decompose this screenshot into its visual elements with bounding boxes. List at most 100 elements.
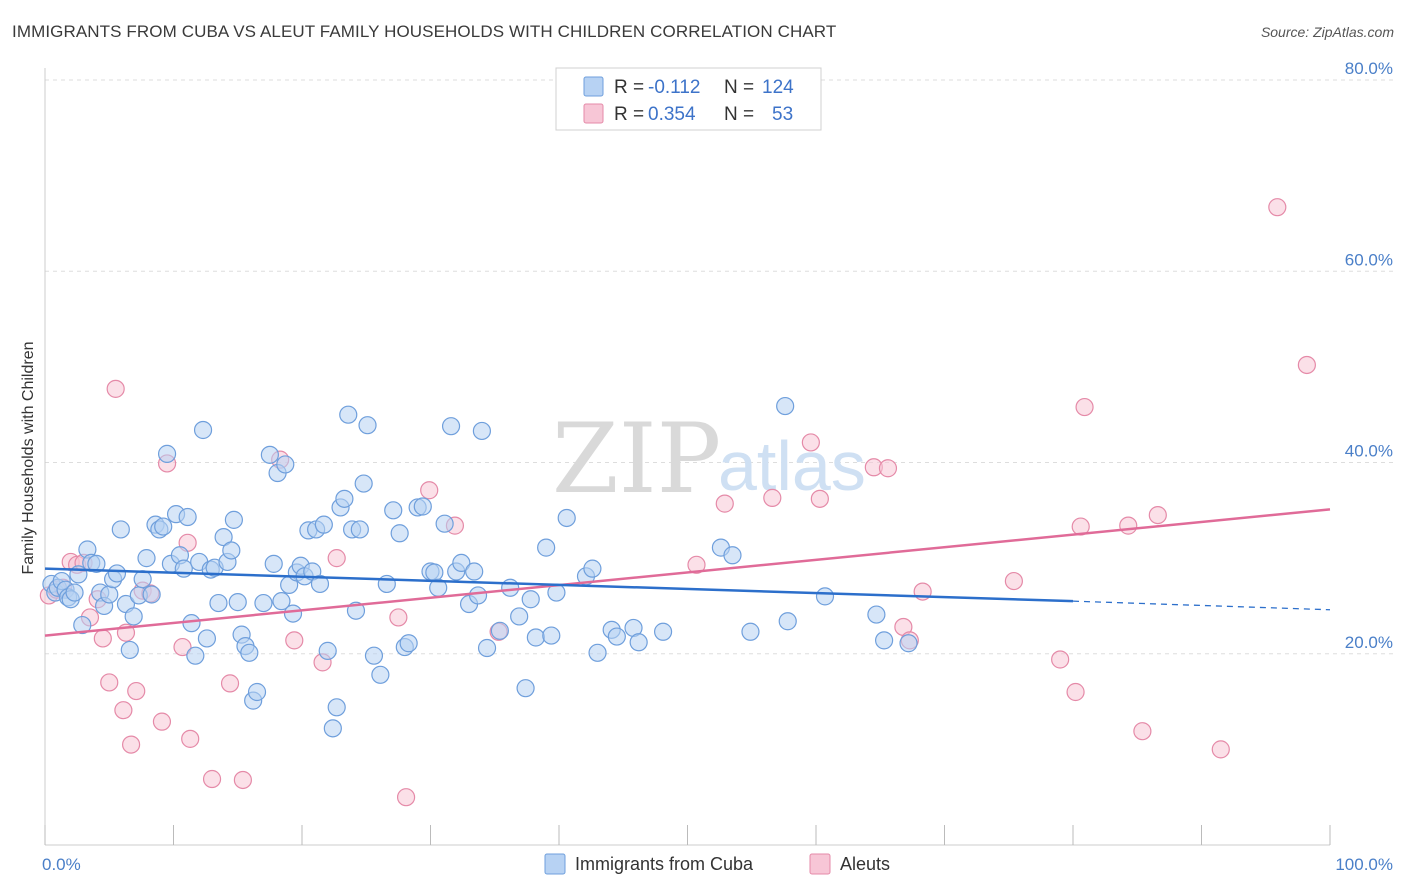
cuba-point xyxy=(390,524,409,543)
cuba-point xyxy=(516,679,535,698)
cuba-point xyxy=(588,643,607,662)
aleuts-point xyxy=(810,489,829,508)
cuba-point xyxy=(272,592,291,611)
aleuts-point xyxy=(420,481,439,500)
cuba-point xyxy=(354,474,373,493)
cuba-point xyxy=(310,574,330,594)
cuba-point xyxy=(214,527,233,547)
cuba-point xyxy=(542,626,561,645)
aleuts-point xyxy=(1051,650,1070,669)
legend-r-label-2: R = xyxy=(614,104,644,125)
aleuts-point xyxy=(173,637,192,657)
watermark-atlas: atlas xyxy=(718,427,866,505)
cuba-point xyxy=(526,628,545,647)
source-label: Source: ZipAtlas.com xyxy=(1260,24,1394,40)
cuba-point xyxy=(358,416,377,435)
x-tick-labels: 0.0% 100.0% xyxy=(42,855,1393,874)
cuba-point xyxy=(157,444,177,463)
cuba-point xyxy=(228,593,247,612)
cuba-point xyxy=(510,607,529,626)
cuba-point xyxy=(193,420,213,440)
aleuts-point xyxy=(233,770,252,790)
aleuts-trend-line xyxy=(44,508,1331,637)
cuba-point xyxy=(107,564,127,583)
cuba-point xyxy=(178,507,197,527)
legend-swatch-blue xyxy=(583,76,604,97)
legend-r-label-1: R = xyxy=(614,77,644,98)
cuba-point xyxy=(867,605,886,624)
aleuts-point xyxy=(100,673,119,692)
trend-lines xyxy=(44,508,1331,637)
cuba-point xyxy=(435,514,454,533)
legend-r-value-1: -0.112 xyxy=(648,77,700,98)
y-tick-labels: 20.0% 40.0% 60.0% 80.0% xyxy=(1345,59,1393,652)
aleuts-point xyxy=(127,681,146,701)
aleuts-point xyxy=(763,488,782,507)
cuba-point xyxy=(335,489,354,508)
aleuts-point xyxy=(285,631,304,650)
series-legend-label-cuba: Immigrants from Cuba xyxy=(575,854,754,874)
cuba-trend-line xyxy=(44,567,1074,603)
aleuts-point xyxy=(181,729,200,748)
cuba-point xyxy=(723,546,742,565)
aleuts-point xyxy=(106,379,125,398)
cuba-point xyxy=(653,622,673,641)
legend-r-value-2: 0.354 xyxy=(648,104,696,125)
cuba-point xyxy=(537,538,556,557)
aleuts-point xyxy=(1119,516,1138,535)
cuba-point xyxy=(120,640,139,660)
aleuts-point xyxy=(1148,505,1167,525)
aleuts-point xyxy=(327,549,346,568)
cuba-point xyxy=(472,421,491,441)
y-axis-title: Family Households with Children xyxy=(20,342,37,575)
cuba-point xyxy=(452,553,471,573)
cuba-point xyxy=(465,562,484,581)
aleuts-point xyxy=(389,608,408,627)
cuba-point xyxy=(384,501,403,520)
cuba-point xyxy=(100,585,119,604)
aleuts-point xyxy=(1297,355,1316,375)
cuba-point xyxy=(557,508,576,528)
aleuts-point xyxy=(93,629,112,648)
aleuts-point xyxy=(114,701,133,720)
watermark-zip: ZIP xyxy=(552,403,721,515)
cuba-point xyxy=(899,634,918,653)
cuba-point xyxy=(468,586,488,605)
legend-n-label-2: N = xyxy=(724,104,754,125)
y-tick-label: 80.0% xyxy=(1345,59,1393,78)
cuba-point xyxy=(133,570,152,589)
cuba-point xyxy=(490,621,509,640)
aleuts-point xyxy=(152,712,172,731)
aleuts-point xyxy=(220,674,240,693)
cuba-point xyxy=(209,593,228,613)
cuba-point xyxy=(260,445,279,464)
aleuts-point xyxy=(1133,722,1152,741)
grid-lines xyxy=(45,79,1393,655)
aleuts-point xyxy=(1075,397,1094,417)
legend-n-value-1: 124 xyxy=(762,77,794,98)
aleuts-point xyxy=(202,769,222,789)
cuba-point xyxy=(815,587,835,606)
cuba-point xyxy=(778,612,797,631)
cuba-point xyxy=(224,510,243,529)
cuba-point xyxy=(583,559,602,578)
cuba-point xyxy=(111,520,130,539)
cuba-point xyxy=(65,583,84,602)
aleuts-point xyxy=(687,555,706,574)
cuba-point xyxy=(240,643,259,662)
cuba-point xyxy=(318,641,337,660)
series-legend-swatch-cuba xyxy=(544,853,566,875)
series-legend-label-aleuts: Aleuts xyxy=(840,854,890,874)
cuba-point xyxy=(174,559,193,578)
aleuts-point xyxy=(396,788,416,807)
cuba-point xyxy=(399,634,418,653)
correlation-legend: R = -0.112 N = 124 R = 0.354 N = 53 xyxy=(555,67,822,131)
cuba-point xyxy=(327,698,346,717)
aleuts-point xyxy=(121,735,141,754)
cuba-point xyxy=(776,396,795,416)
cuba-point xyxy=(441,417,461,436)
legend-n-label-1: N = xyxy=(724,77,754,98)
aleuts-point xyxy=(801,433,820,452)
cuba-point xyxy=(875,631,894,650)
cuba-point xyxy=(377,574,396,594)
